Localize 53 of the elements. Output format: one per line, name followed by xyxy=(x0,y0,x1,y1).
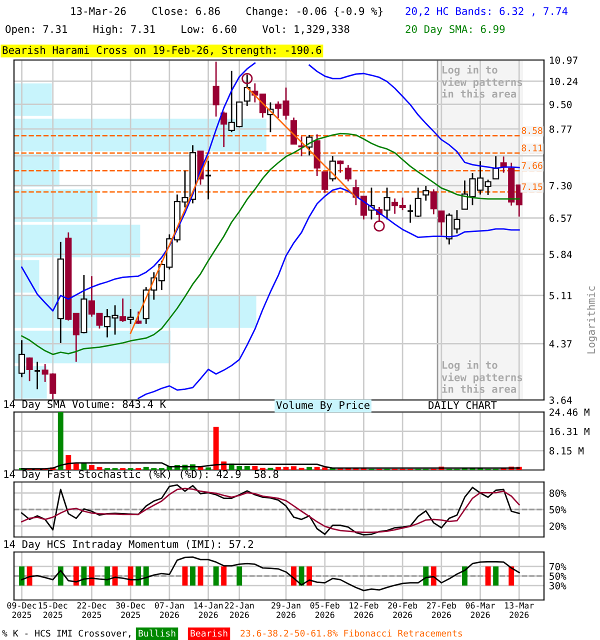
y-tick-label: 16.31 M xyxy=(550,428,590,436)
y-tick-label: 3.64 xyxy=(550,396,572,404)
y-tick-label: 5.11 xyxy=(550,292,572,300)
x-tick-label: 15-Dec 2025 xyxy=(38,602,68,618)
x-tick-label: 22-Dec 2025 xyxy=(77,602,106,618)
chart-title: 14 Day SMA Volume: 843.4 K xyxy=(4,400,166,410)
y-tick-label: 30% xyxy=(550,582,566,590)
y-tick-label: 7.30 xyxy=(550,182,572,190)
annotation: Log in to view patterns in this area xyxy=(442,65,522,98)
x-tick-label: 22-Jan 2026 xyxy=(224,602,254,618)
text: Bullish xyxy=(138,630,176,637)
y-tick-label: 10.24 xyxy=(550,78,578,86)
y-tick-label: 70% xyxy=(550,562,566,570)
chart-title: Bearish Harami Cross on 19-Feb-26, Strength: -190.6 xyxy=(2,46,322,56)
text: 13-Mar-26 Close: 6.86 Change: -0.06 {-0.9 %} xyxy=(71,6,382,18)
text: 23.6-38.2-50-61.8% Fibonacci Retracements xyxy=(240,630,462,637)
y-tick-label: 9.50 xyxy=(549,100,572,108)
x-tick-label: 07-Jan 2026 xyxy=(154,602,184,618)
y-tick-label: 8.77 xyxy=(549,125,572,133)
y-tick-label: 8.15 M xyxy=(549,447,584,455)
y-tick-label: 50% xyxy=(550,506,566,514)
annotation: Log in to view patterns in this area xyxy=(442,360,522,393)
x-tick-label: 30-Dec 2025 xyxy=(116,602,145,618)
text: DAILY CHART xyxy=(428,401,497,410)
text: Open: 7.31 High: 7.31 Low: 6.60 Vol: 1,329,338 xyxy=(6,24,350,36)
x-tick-label: 14-Jan 2026 xyxy=(194,602,223,618)
ref-line-label: 7.66 xyxy=(522,162,542,169)
ref-line-label: 8.58 xyxy=(522,127,542,134)
ref-line-label: 8.11 xyxy=(522,144,542,152)
y-tick-label: 6.57 xyxy=(549,214,572,222)
y-tick-label: 4.37 xyxy=(549,340,572,348)
x-tick-label: 27-Feb 2026 xyxy=(426,602,456,618)
legend-title: % K - HCS IMI Crossover, xyxy=(2,630,130,638)
x-tick-label: 13-Mar 2026 xyxy=(505,602,534,618)
text: 20 Day SMA: 6.99 xyxy=(406,25,505,36)
y-tick-label: 50% xyxy=(550,572,566,580)
y-tick-label: 10.97 xyxy=(550,56,578,64)
y-tick-label: 24.46 M xyxy=(550,408,590,416)
x-tick-label: 20-Feb 2026 xyxy=(388,602,418,618)
y-tick-label: 20% xyxy=(550,522,566,530)
text: Volume By Price xyxy=(276,400,370,412)
y-tick-label: 5.84 xyxy=(550,250,572,258)
y-tick-label: 80% xyxy=(549,490,566,497)
chart-title: 14 Day HCS Intraday Momentum (IMI): 57.2 xyxy=(4,540,253,550)
x-tick-label: 06-Mar 2026 xyxy=(466,602,496,618)
x-tick-label: 05-Feb 2026 xyxy=(310,602,340,618)
x-tick-label: 29-Jan 2026 xyxy=(272,602,300,618)
x-tick-label: 12-Feb 2026 xyxy=(350,602,378,618)
ref-line-label: 7.15 xyxy=(522,183,542,190)
x-tick-label: 09-Dec 2025 xyxy=(7,602,36,618)
y-axis-title: Logarithmic xyxy=(586,286,598,354)
text: Bearish xyxy=(190,630,228,637)
text: 20,2 HC Bands: 6.32 , 7.74 xyxy=(406,6,568,16)
